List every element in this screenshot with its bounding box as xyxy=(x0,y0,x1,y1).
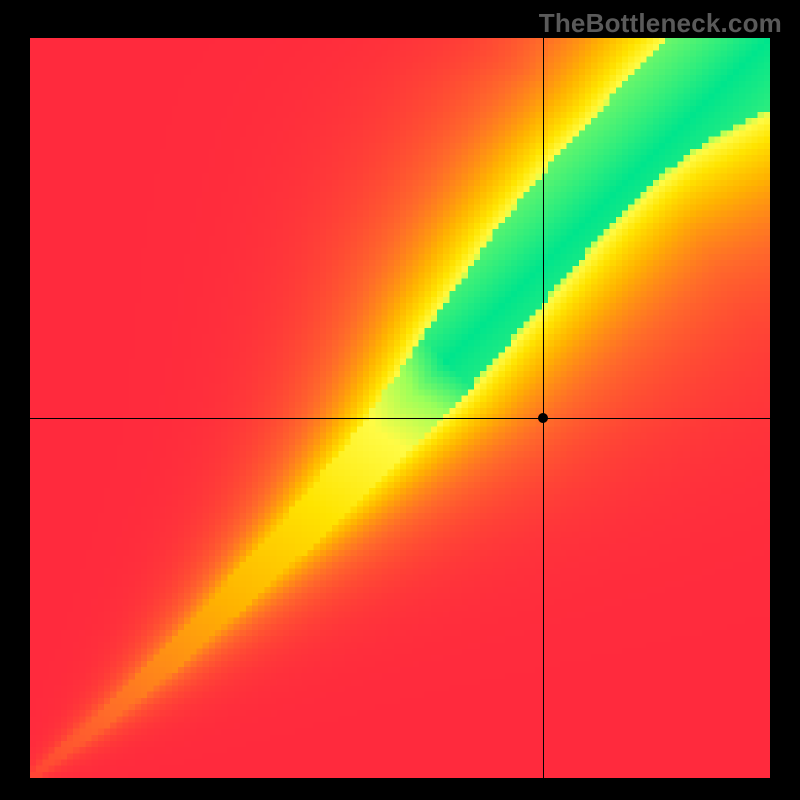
chart-container: { "watermark": { "text": "TheBottleneck.… xyxy=(0,0,800,800)
heatmap-canvas xyxy=(30,38,770,778)
watermark-text: TheBottleneck.com xyxy=(539,8,782,39)
